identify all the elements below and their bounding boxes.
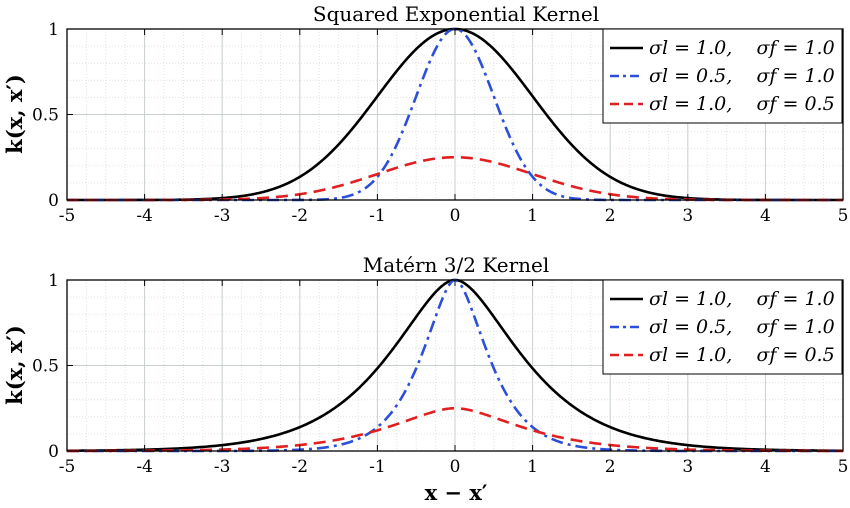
tick-labels: -5 -4 -3 -2 -1 0 1 2 3 4 5 0 0.5 1	[32, 20, 848, 226]
y-tick-label: 1	[48, 271, 59, 291]
x-tick-label: 5	[838, 457, 849, 477]
legend: σl = 1.0, σf = 1.0 σl = 0.5, σf = 1.0 σl =…	[602, 28, 843, 124]
x-tick-label: -2	[292, 457, 309, 477]
legend: σl = 1.0, σf = 1.0 σl = 0.5, σf = 1.0 σl =…	[602, 279, 843, 375]
x-tick-label: 0	[450, 206, 461, 226]
y-axis-label: k(x, x′)	[2, 325, 27, 405]
x-tick-label: 1	[527, 457, 538, 477]
x-tick-label: -4	[136, 457, 153, 477]
y-tick-label: 0.5	[32, 106, 59, 126]
chart-title: Squared Exponential Kernel	[313, 2, 599, 26]
x-tick-label: 2	[605, 457, 616, 477]
tick-labels: -5 -4 -3 -2 -1 0 1 2 3 4 5 0 0.5 1	[32, 271, 848, 477]
legend-box	[602, 28, 843, 124]
x-axis-label: x − x′	[425, 480, 488, 505]
legend-label: σl = 1.0, σf = 1.0	[649, 288, 835, 310]
x-tick-label: -2	[292, 206, 309, 226]
legend-label: σl = 0.5, σf = 1.0	[649, 316, 835, 338]
x-tick-label: -5	[59, 457, 76, 477]
x-tick-label: -3	[214, 457, 231, 477]
x-tick-label: 3	[682, 206, 693, 226]
x-tick-label: 2	[605, 206, 616, 226]
legend-label: σl = 1.0, σf = 1.0	[649, 37, 835, 59]
x-tick-label: -4	[136, 206, 153, 226]
y-tick-label: 0	[48, 442, 59, 462]
legend-label: σl = 1.0, σf = 0.5	[649, 93, 835, 115]
x-tick-label: 4	[760, 457, 771, 477]
x-tick-label: -5	[59, 206, 76, 226]
x-tick-label: 5	[838, 206, 849, 226]
legend-label: σl = 0.5, σf = 1.0	[649, 65, 835, 87]
x-tick-label: 3	[682, 457, 693, 477]
x-tick-label: 4	[760, 206, 771, 226]
x-tick-label: 1	[527, 206, 538, 226]
x-tick-label: 0	[450, 457, 461, 477]
y-axis-label: k(x, x′)	[2, 74, 27, 154]
x-tick-label: -1	[369, 457, 386, 477]
legend-label: σl = 1.0, σf = 0.5	[649, 344, 835, 366]
panel-matern-32: Matérn 3/2 Kernel -5 -4 -3 -2 -1 0 1 2 3 4 500.51 …	[2, 253, 848, 477]
series-line	[67, 406, 843, 453]
x-tick-label: -3	[214, 206, 231, 226]
y-tick-label: 0.5	[32, 357, 59, 377]
y-tick-label: 0	[48, 191, 59, 211]
legend-box	[602, 279, 843, 375]
x-tick-label: -1	[369, 206, 386, 226]
panel-squared-exponential: Squared Exponential Kernel -5 -4 -3 -2 -1 0 1 2…	[2, 2, 848, 226]
y-tick-label: 1	[48, 20, 59, 40]
chart-title: Matérn 3/2 Kernel	[363, 253, 550, 277]
